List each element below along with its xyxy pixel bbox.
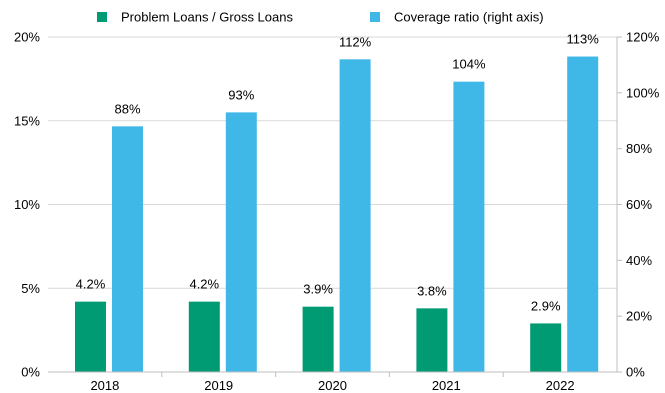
- legend-coverage-ratio-swatch: [370, 12, 380, 22]
- coverage-ratio-data-label: 112%: [339, 34, 372, 49]
- problem-loans-bar: [75, 301, 106, 372]
- right-tick-label: 120%: [626, 30, 660, 45]
- x-tick-label: 2019: [204, 378, 233, 393]
- legend: Problem Loans / Gross Loans Coverage rati…: [97, 10, 544, 25]
- problem-loans-bar: [302, 306, 334, 372]
- coverage-ratio-data-label: 104%: [452, 57, 486, 72]
- coverage-ratio-bar: [339, 59, 371, 372]
- x-tick-label: 2021: [432, 378, 461, 393]
- right-tick-label: 0%: [626, 365, 645, 380]
- problem-loans-data-label: 4.2%: [189, 277, 219, 292]
- right-tick-label: 80%: [626, 141, 652, 156]
- right-tick-label: 100%: [626, 85, 660, 100]
- problem-loans-data-label: 3.8%: [417, 283, 447, 298]
- bars: [75, 56, 599, 373]
- coverage-ratio-bar: [225, 112, 257, 372]
- x-tick-label: 2022: [546, 378, 575, 393]
- x-axis: 2018 2019 2020 2021 2022: [48, 371, 617, 393]
- right-tick-label: 20%: [626, 309, 652, 324]
- coverage-ratio-bar: [453, 81, 485, 373]
- x-tick-label: 2020: [318, 378, 347, 393]
- right-y-axis: 0% 20% 40% 60% 80% 100% 120%: [616, 30, 660, 380]
- coverage-ratio-data-label: 113%: [567, 32, 600, 47]
- left-tick-label: 10%: [14, 197, 40, 212]
- legend-problem-loans-label: Problem Loans / Gross Loans: [121, 10, 293, 25]
- left-tick-label: 20%: [14, 30, 40, 45]
- right-tick-label: 40%: [626, 253, 652, 268]
- x-tick-label: 2018: [90, 378, 119, 393]
- coverage-ratio-bar: [112, 126, 143, 372]
- left-tick-label: 15%: [14, 113, 40, 128]
- right-tick-label: 60%: [626, 197, 652, 212]
- left-tick-label: 0%: [21, 365, 40, 380]
- coverage-ratio-data-label: 88%: [114, 101, 140, 116]
- problem-loans-bar: [530, 323, 562, 372]
- legend-problem-loans-swatch: [97, 12, 107, 22]
- problem-loans-data-label: 4.2%: [76, 277, 106, 292]
- left-y-axis: 0% 5% 10% 15% 20%: [14, 30, 40, 380]
- problem-loans-bar: [188, 301, 220, 372]
- problem-loans-data-label: 3.9%: [303, 282, 333, 297]
- coverage-ratio-bar: [567, 56, 599, 373]
- problem-loans-bar: [416, 308, 448, 372]
- left-tick-label: 5%: [21, 281, 40, 296]
- legend-coverage-ratio-label: Coverage ratio (right axis): [394, 10, 544, 25]
- data-labels: 4.2% 88% 4.2% 93% 3.9% 112% 3.8% 104% 2.9% 113%: [76, 32, 600, 314]
- problem-loans-data-label: 2.9%: [531, 298, 561, 313]
- coverage-ratio-data-label: 93%: [228, 87, 254, 102]
